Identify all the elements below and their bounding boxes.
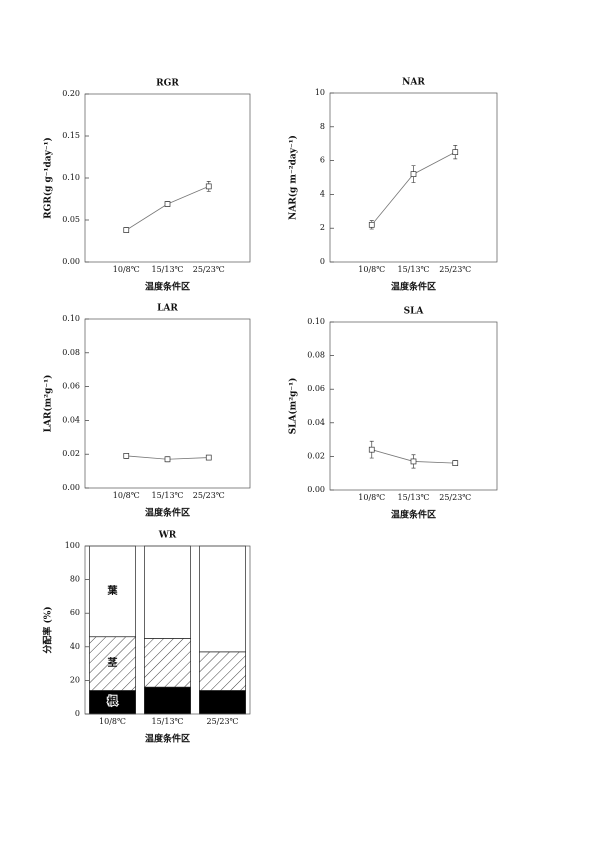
x-tick-label: 15/13℃ bbox=[397, 493, 429, 502]
y-axis-label: RGR(g g⁻¹day⁻¹) bbox=[43, 137, 54, 219]
x-tick-label: 25/23℃ bbox=[193, 265, 225, 274]
y-tick-label: 8 bbox=[320, 122, 325, 131]
marker bbox=[205, 454, 212, 461]
marker bbox=[410, 171, 417, 177]
x-tick-label: 25/23℃ bbox=[439, 493, 471, 502]
x-tick-label: 25/23℃ bbox=[193, 491, 225, 500]
y-tick-label: 80 bbox=[70, 575, 80, 584]
y-tick-label: 60 bbox=[70, 608, 80, 617]
segment-label: 茎 bbox=[108, 656, 118, 669]
x-tick-label: 15/13℃ bbox=[397, 265, 429, 274]
x-tick-label: 15/13℃ bbox=[151, 265, 183, 274]
x-tick-label: 10/8℃ bbox=[99, 717, 126, 726]
y-tick-label: 0 bbox=[75, 709, 80, 718]
segment-label: 葉 bbox=[107, 584, 119, 597]
y-tick-label: 0.00 bbox=[307, 485, 325, 494]
y-tick-label: 6 bbox=[320, 156, 325, 165]
y-tick-label: 0.10 bbox=[62, 173, 80, 182]
bar-segment bbox=[89, 545, 136, 638]
y-tick-label: 2 bbox=[320, 223, 325, 232]
marker bbox=[368, 221, 375, 228]
y-tick-label: 0.04 bbox=[62, 415, 80, 424]
plot-frame bbox=[329, 321, 498, 491]
x-tick-label: 10/8℃ bbox=[358, 493, 385, 502]
marker bbox=[410, 458, 417, 465]
y-tick-label: 0.00 bbox=[62, 483, 80, 492]
x-axis-label: 温度条件区 bbox=[145, 733, 190, 745]
plot-frame bbox=[84, 545, 251, 715]
x-tick-label: 10/8℃ bbox=[113, 491, 140, 500]
plot-frame bbox=[84, 93, 251, 263]
y-tick-label: 40 bbox=[70, 642, 80, 651]
marker bbox=[164, 456, 171, 463]
bar-segment bbox=[199, 651, 246, 691]
y-tick-label: 0.00 bbox=[62, 257, 80, 266]
y-tick-label: 20 bbox=[70, 675, 80, 684]
y-tick-label: 0.08 bbox=[62, 348, 80, 357]
segment-label: 根 bbox=[108, 695, 118, 708]
y-tick-label: 0.20 bbox=[62, 89, 80, 98]
x-axis-label: 温度条件区 bbox=[145, 281, 190, 293]
x-tick-label: 25/23℃ bbox=[439, 265, 471, 274]
bar-segment bbox=[89, 636, 136, 691]
chart-title: NAR bbox=[402, 78, 425, 88]
x-tick-label: 10/8℃ bbox=[113, 265, 140, 274]
y-tick-label: 100 bbox=[65, 541, 80, 550]
y-tick-label: 0.02 bbox=[62, 449, 80, 458]
x-tick-label: 10/8℃ bbox=[358, 265, 385, 274]
marker bbox=[205, 183, 212, 190]
y-tick-label: 10 bbox=[315, 88, 325, 97]
x-axis-label: 温度条件区 bbox=[145, 507, 190, 519]
chart-title: SLA bbox=[404, 307, 425, 317]
y-tick-label: 0 bbox=[320, 257, 325, 266]
y-tick-label: 0.06 bbox=[62, 382, 80, 391]
x-axis-label: 温度条件区 bbox=[391, 281, 436, 293]
y-tick-label: 0.15 bbox=[62, 131, 80, 140]
bar-segment bbox=[144, 638, 191, 688]
y-tick-label: 4 bbox=[320, 189, 325, 198]
marker bbox=[164, 201, 171, 207]
series-line bbox=[371, 151, 456, 226]
marker bbox=[123, 227, 130, 233]
bar-segment bbox=[144, 545, 191, 639]
y-tick-label: 0.04 bbox=[307, 418, 325, 427]
bar-segment bbox=[199, 690, 246, 715]
series-line bbox=[126, 186, 209, 231]
y-axis-label: SLA(m²g⁻¹) bbox=[288, 378, 299, 435]
chart-title: RGR bbox=[156, 79, 179, 89]
marker bbox=[368, 446, 375, 453]
marker bbox=[452, 149, 459, 155]
y-tick-label: 0.02 bbox=[307, 451, 325, 460]
chart-title: LAR bbox=[157, 304, 178, 314]
chart-title: WR bbox=[158, 531, 177, 541]
y-tick-label: 0.08 bbox=[307, 351, 325, 360]
y-tick-label: 0.06 bbox=[307, 384, 325, 393]
y-tick-label: 0.05 bbox=[62, 215, 80, 224]
x-tick-label: 25/23℃ bbox=[206, 717, 238, 726]
plot-frame bbox=[84, 318, 251, 489]
y-tick-label: 0.10 bbox=[62, 314, 80, 323]
bar-segment bbox=[199, 545, 246, 653]
y-tick-label: 0.10 bbox=[307, 317, 325, 326]
x-tick-label: 15/13℃ bbox=[151, 491, 183, 500]
x-axis-label: 温度条件区 bbox=[391, 509, 436, 521]
bar-segment bbox=[144, 686, 191, 715]
y-axis-label: 分配率 (%) bbox=[42, 606, 54, 653]
y-axis-label: NAR(g m⁻²day⁻¹) bbox=[288, 135, 299, 220]
plot-frame bbox=[329, 92, 498, 263]
x-tick-label: 15/13℃ bbox=[151, 717, 183, 726]
marker bbox=[123, 453, 130, 459]
marker bbox=[452, 460, 459, 466]
y-axis-label: LAR(m²g⁻¹) bbox=[43, 375, 54, 433]
